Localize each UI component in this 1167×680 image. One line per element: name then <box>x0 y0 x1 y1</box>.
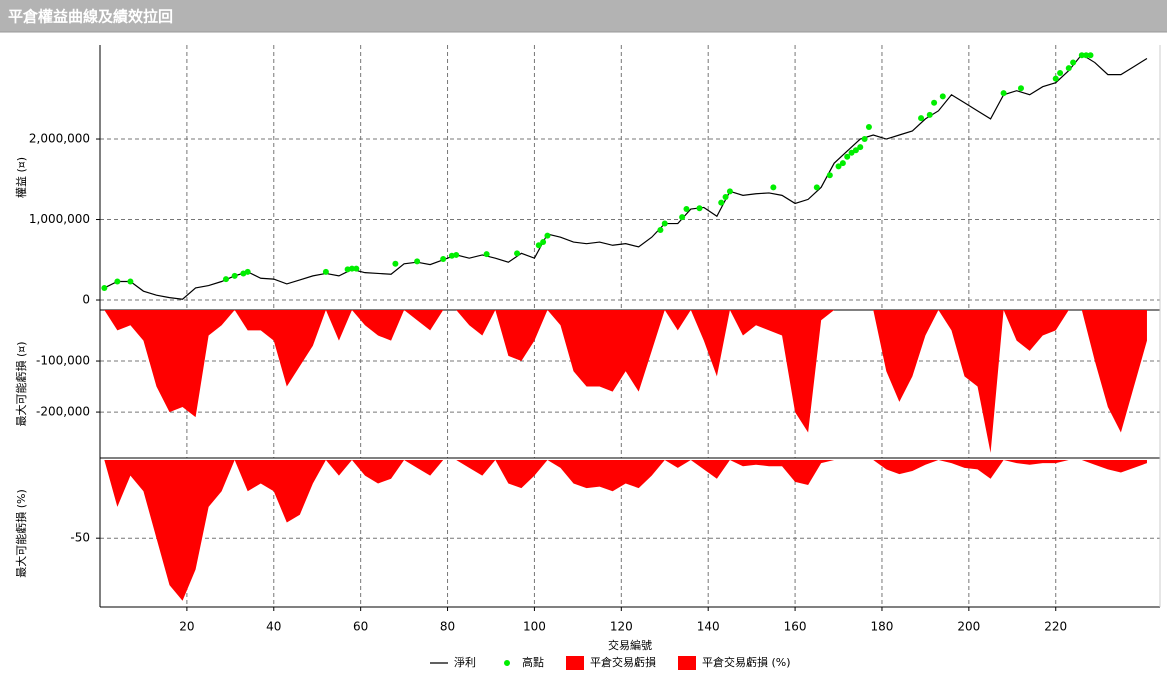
legend-swatch <box>566 656 584 670</box>
high-point <box>540 239 547 246</box>
legend-label: 淨利 <box>454 656 476 669</box>
high-point <box>1070 59 1077 66</box>
x-tick-label: 100 <box>523 620 546 634</box>
x-tick-label: 80 <box>440 620 455 634</box>
legend-label: 平倉交易虧損 <box>590 655 656 669</box>
high-point <box>696 205 703 212</box>
high-point <box>835 163 842 170</box>
high-point <box>514 250 521 257</box>
high-point <box>931 99 938 106</box>
high-point <box>679 214 686 221</box>
high-point <box>1078 52 1085 59</box>
legend-label: 高點 <box>522 655 544 669</box>
high-point <box>726 188 733 195</box>
high-point <box>918 115 925 122</box>
y-tick-label: -200,000 <box>36 405 90 419</box>
high-point <box>127 278 134 285</box>
x-tick-label: 200 <box>957 620 980 634</box>
y-tick-label: 2,000,000 <box>29 132 90 146</box>
x-tick-label: 220 <box>1044 620 1067 634</box>
x-tick-label: 20 <box>179 620 194 634</box>
high-point <box>813 184 820 191</box>
high-point <box>348 265 355 272</box>
y-axis-label: 最大可能虧損 (¤) <box>14 341 28 426</box>
drawdown-area <box>104 310 1147 453</box>
high-point <box>926 111 933 118</box>
high-point <box>826 172 833 179</box>
high-point <box>231 272 238 279</box>
equity-line <box>104 53 1148 300</box>
drawdown-area <box>104 460 1147 601</box>
y-axis-label: 最大可能虧損 (%) <box>14 489 28 578</box>
x-tick-label: 180 <box>871 620 894 634</box>
high-point <box>392 260 399 267</box>
high-point <box>535 242 542 249</box>
high-point <box>844 153 851 160</box>
high-point <box>852 147 859 154</box>
high-point <box>114 278 121 285</box>
high-point <box>657 226 664 233</box>
x-tick-label: 140 <box>697 620 720 634</box>
y-tick-label: -100,000 <box>36 354 90 368</box>
high-point <box>1065 65 1072 72</box>
title-bar <box>0 0 1167 32</box>
high-point <box>861 136 868 143</box>
high-point <box>865 123 872 130</box>
high-point <box>1057 70 1064 77</box>
high-point <box>101 284 108 291</box>
legend-swatch <box>504 660 510 666</box>
high-point <box>1000 90 1007 97</box>
high-point <box>244 268 251 275</box>
high-point <box>770 184 777 191</box>
y-tick-label: 0 <box>82 293 90 307</box>
high-point <box>857 144 864 151</box>
high-point <box>222 276 229 283</box>
high-point <box>722 193 729 200</box>
high-point <box>1052 75 1059 82</box>
legend-swatch <box>678 656 696 670</box>
x-tick-label: 120 <box>610 620 633 634</box>
high-point <box>1083 52 1090 59</box>
high-point <box>939 93 946 100</box>
y-tick-label: -50 <box>70 531 90 545</box>
x-tick-label: 160 <box>784 620 807 634</box>
high-point <box>322 268 329 275</box>
high-point <box>839 160 846 167</box>
x-tick-label: 40 <box>266 620 281 634</box>
x-axis-label: 交易編號 <box>608 638 652 652</box>
high-point <box>718 199 725 206</box>
high-point <box>661 220 668 227</box>
high-point <box>544 232 551 239</box>
y-axis-label: 權益 (¤) <box>14 157 28 198</box>
high-point <box>453 251 460 258</box>
high-point <box>483 251 490 258</box>
chart-title: 平倉權益曲線及績效拉回 <box>8 8 173 26</box>
high-point <box>414 258 421 265</box>
high-point <box>440 255 447 262</box>
high-point <box>353 265 360 272</box>
high-point <box>1017 85 1024 92</box>
legend-label: 平倉交易虧損 (%) <box>702 655 791 669</box>
y-tick-label: 1,000,000 <box>29 212 90 226</box>
high-point <box>683 206 690 213</box>
x-tick-label: 60 <box>353 620 368 634</box>
high-point <box>1087 52 1094 59</box>
